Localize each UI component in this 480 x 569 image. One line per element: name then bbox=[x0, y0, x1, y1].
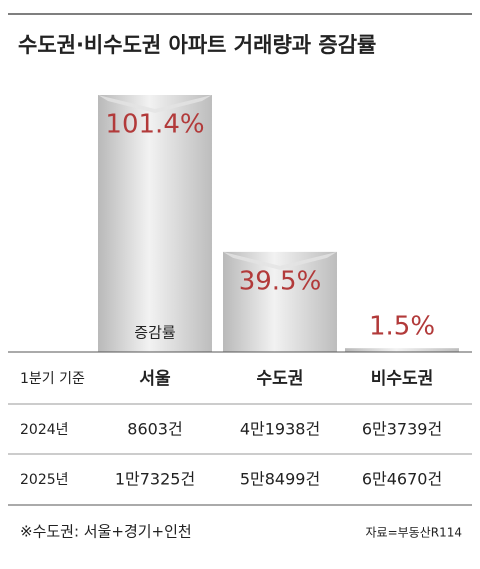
annotation: 증감률 bbox=[134, 324, 176, 342]
value-label: 1.5% bbox=[369, 312, 435, 342]
table-cell: 6만4670건 bbox=[362, 470, 442, 489]
table-cell: 4만1938건 bbox=[240, 420, 320, 439]
table-header: 서울 bbox=[139, 369, 171, 389]
table-corner: 1분기 기준 bbox=[20, 371, 85, 387]
table-header: 수도권 bbox=[257, 369, 304, 389]
value-label: 39.5% bbox=[239, 266, 322, 296]
table-cell: 6만3739건 bbox=[362, 420, 442, 439]
table-header: 비수도권 bbox=[371, 369, 434, 389]
chart-title: 수도권·비수도권 아파트 거래량과 증감률 bbox=[18, 33, 376, 57]
bar-cap bbox=[98, 95, 212, 113]
source: 자료=부동산R114 bbox=[366, 526, 463, 540]
value-label: 101.4% bbox=[105, 110, 204, 140]
row-label: 2025년 bbox=[20, 472, 69, 488]
bar bbox=[345, 348, 459, 352]
table-cell: 5만8499건 bbox=[240, 470, 320, 489]
table-cell: 1만7325건 bbox=[115, 470, 195, 489]
row-label: 2024년 bbox=[20, 422, 69, 438]
footnote: ※수도권: 서울+경기+인천 bbox=[20, 523, 192, 541]
bar-cap bbox=[223, 251, 337, 270]
bar bbox=[98, 95, 212, 352]
table-cell: 8603건 bbox=[127, 420, 182, 439]
